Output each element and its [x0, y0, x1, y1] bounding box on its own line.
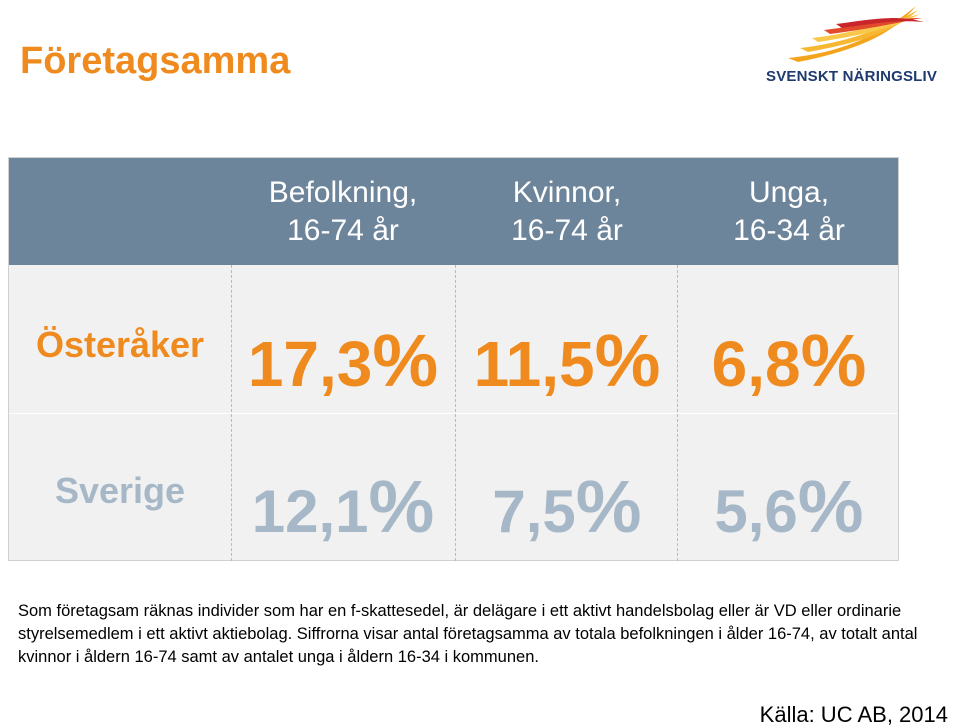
- row-label-sverige: Sverige: [54, 470, 186, 511]
- column-header-unga: Unga, 16-34 år: [733, 176, 845, 247]
- page-title: Företagsamma: [20, 40, 291, 82]
- flame-wings-logo-icon: [788, 6, 924, 62]
- value-osteraker-befolkning: 17,3%: [247, 319, 439, 402]
- table-header: Befolkning, 16-74 år Kvinnor, 16-74 år Ung…: [9, 158, 898, 265]
- svenskt-naringsliv-logo: SVENSKT NÄRINGSLIV: [760, 4, 950, 90]
- logo-text: SVENSKT NÄRINGSLIV: [766, 68, 938, 85]
- statistics-table: Befolkning, 16-74 år Kvinnor, 16-74 år Ung…: [8, 157, 899, 561]
- value-sverige-unga: 5,6%: [714, 465, 864, 548]
- value-osteraker-unga: 6,8%: [711, 319, 867, 402]
- column-header-kvinnor: Kvinnor, 16-74 år: [511, 176, 623, 247]
- row-label-osteraker: Österåker: [35, 324, 205, 365]
- column-header-befolkning: Befolkning, 16-74 år: [268, 176, 418, 247]
- footnote-text: Som företagsam räknas individer som har …: [18, 602, 918, 666]
- row-divider: [9, 413, 898, 414]
- value-osteraker-kvinnor: 11,5%: [473, 319, 661, 402]
- source-citation: Källa: UC AB, 2014: [759, 702, 948, 727]
- value-sverige-befolkning: 12,1%: [251, 465, 435, 548]
- value-sverige-kvinnor: 7,5%: [492, 465, 642, 548]
